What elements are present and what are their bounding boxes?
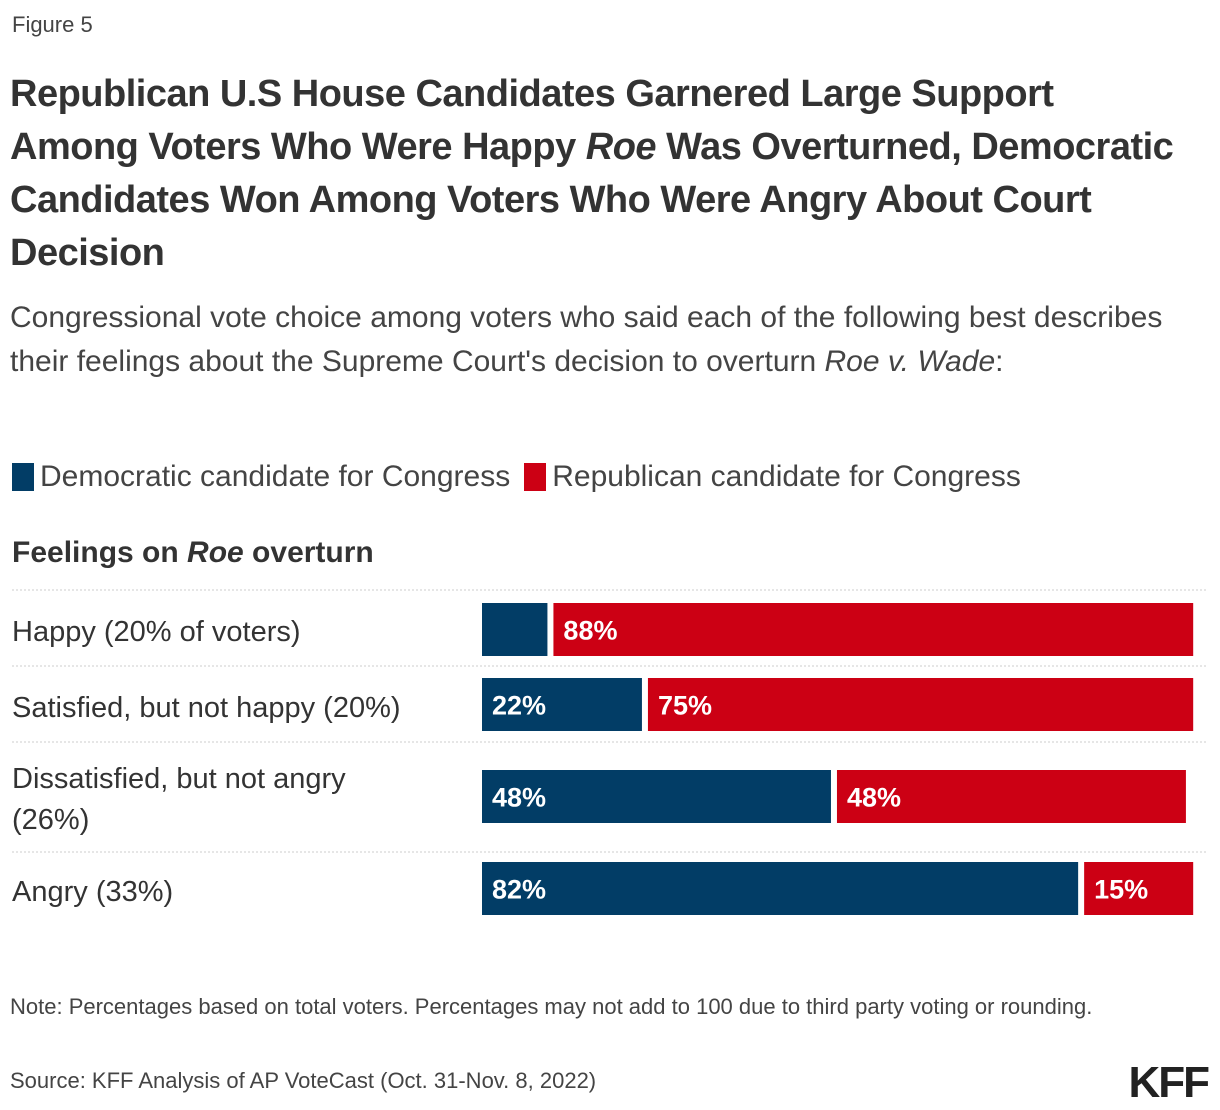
category-label: Dissatisfied, but not angry (26%) <box>12 763 346 836</box>
bar-democratic <box>482 770 831 823</box>
legend: Democratic candidate for Congress Republ… <box>12 460 1035 494</box>
bar-republican <box>836 770 1186 823</box>
chart-title: Republican U.S House Candidates Garnered… <box>10 68 1190 280</box>
legend-swatch-democratic <box>12 463 34 491</box>
legend-item-democratic: Democratic candidate for Congress <box>12 460 510 494</box>
bar-value-label: 22% <box>492 691 546 721</box>
subtitle-part: Roe v. Wade <box>824 345 996 378</box>
subtitle-part: : <box>995 345 1004 378</box>
bar-democratic <box>482 862 1079 915</box>
chart-note: Note: Percentages based on total voters.… <box>10 994 1093 1019</box>
legend-item-republican: Republican candidate for Congress <box>524 460 1021 494</box>
bar-democratic <box>482 678 642 731</box>
title-part: Republican U.S House Candidates Garnered… <box>10 73 1054 168</box>
bar-democratic <box>482 603 548 656</box>
category-label: Satisfied, but not happy (20%) <box>12 692 401 724</box>
column-header-part: overturn <box>243 536 374 569</box>
chart-source: Source: KFF Analysis of AP VoteCast (Oct… <box>10 1068 597 1093</box>
figure-label: Figure 5 <box>12 12 93 37</box>
title-part: Was Overturned, Democratic Candidates Wo… <box>10 126 1174 274</box>
title-part: Roe <box>585 126 657 168</box>
bar-value-label: 48% <box>492 783 546 813</box>
bar-value-label: 88% <box>563 616 617 646</box>
column-header-part: Feelings on <box>12 536 188 569</box>
bar-republican <box>553 603 1194 656</box>
subtitle-part: Congressional vote choice among voters w… <box>10 301 1163 378</box>
column-header-part: Roe <box>187 536 244 569</box>
column-header: Feelings on Roe overturn <box>12 536 374 570</box>
bar-value-label: 15% <box>1094 875 1148 905</box>
legend-swatch-republican <box>524 463 547 491</box>
chart-subtitle: Congressional vote choice among voters w… <box>10 296 1190 384</box>
bar-value-label: 82% <box>492 875 546 905</box>
category-label: Angry (33%) <box>12 876 173 908</box>
category-label: Happy (20% of voters) <box>12 616 301 648</box>
kff-logo: KFF <box>1128 1058 1210 1107</box>
bar-value-label: 48% <box>847 783 901 813</box>
legend-label-republican: Republican candidate for Congress <box>552 460 1021 493</box>
bar-value-label: 75% <box>658 691 712 721</box>
bar-republican <box>1084 862 1194 915</box>
bar-republican <box>647 678 1194 731</box>
legend-label-democratic: Democratic candidate for Congress <box>40 460 511 493</box>
